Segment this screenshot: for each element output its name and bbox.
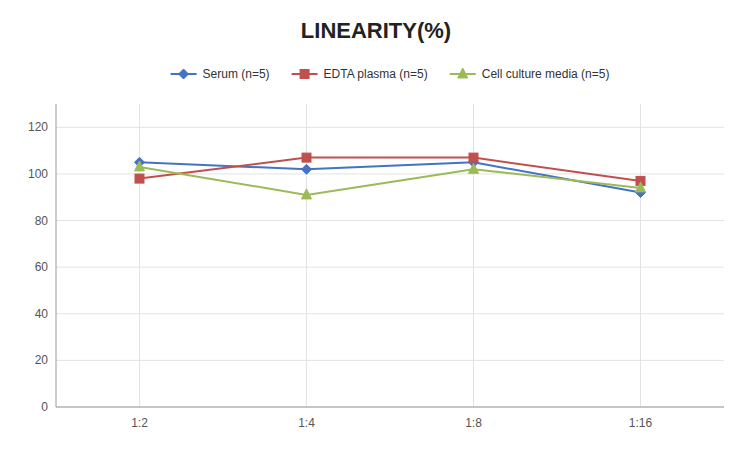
- data-point: [135, 161, 145, 171]
- data-point: [302, 189, 312, 199]
- x-tick-label: 1:2: [131, 416, 148, 430]
- y-grid-line: [56, 267, 724, 268]
- legend-label: EDTA plasma (n=5): [324, 67, 428, 81]
- legend-marker: [300, 70, 309, 79]
- legend-item: Serum (n=5): [171, 67, 270, 81]
- legend-label: Serum (n=5): [203, 67, 270, 81]
- x-tick-label: 1:8: [465, 416, 482, 430]
- y-grid-line: [56, 127, 724, 128]
- x-tick-label: 1:4: [298, 416, 315, 430]
- y-tick-label: 20: [35, 353, 49, 367]
- y-tick-label: 40: [35, 307, 49, 321]
- chart-container: LINEARITY(%) 0 20 40 60 80 100 120 1:2 1:4 1:8 1:16…: [0, 0, 752, 451]
- x-axis-line: [56, 407, 724, 408]
- legend-item: Cell culture media (n=5): [450, 67, 610, 81]
- legend-item: EDTA plasma (n=5): [292, 67, 428, 81]
- y-tick-label: 100: [28, 167, 48, 181]
- series-line: [140, 162, 641, 192]
- y-grid-line: [56, 407, 724, 408]
- x-tick-label: 1:16: [629, 416, 653, 430]
- data-point: [636, 182, 646, 192]
- data-point: [302, 164, 312, 174]
- chart-svg: LINEARITY(%) 0 20 40 60 80 100 120 1:2 1:4 1:8 1:16…: [0, 0, 752, 451]
- legend: Serum (n=5) EDTA plasma (n=5) Cell culture…: [171, 67, 610, 81]
- y-grid-line: [56, 220, 724, 221]
- y-tick-label: 0: [41, 400, 48, 414]
- data-point: [469, 163, 479, 173]
- legend-label: Cell culture media (n=5): [482, 67, 610, 81]
- data-point: [302, 153, 311, 162]
- chart-title: LINEARITY(%): [301, 18, 451, 43]
- x-grid-line: [306, 104, 307, 407]
- y-tick-label: 120: [28, 120, 48, 134]
- grid: [56, 104, 724, 407]
- y-grid-line: [56, 360, 724, 361]
- axes: 0 20 40 60 80 100 120 1:2 1:4 1:8 1:16: [28, 104, 724, 430]
- y-tick-label: 60: [35, 260, 49, 274]
- legend-marker: [179, 69, 189, 79]
- plot-marks: [135, 153, 646, 199]
- y-axis-line: [56, 104, 57, 407]
- data-point: [469, 153, 478, 162]
- series-line: [140, 158, 641, 181]
- x-grid-line: [139, 104, 140, 407]
- y-grid-line: [56, 313, 724, 314]
- y-tick-label: 80: [35, 214, 49, 228]
- y-grid-line: [56, 173, 724, 174]
- series-line: [140, 167, 641, 195]
- x-grid-line: [473, 104, 474, 407]
- data-point: [135, 174, 144, 183]
- x-grid-line: [640, 104, 641, 407]
- legend-marker: [458, 68, 468, 78]
